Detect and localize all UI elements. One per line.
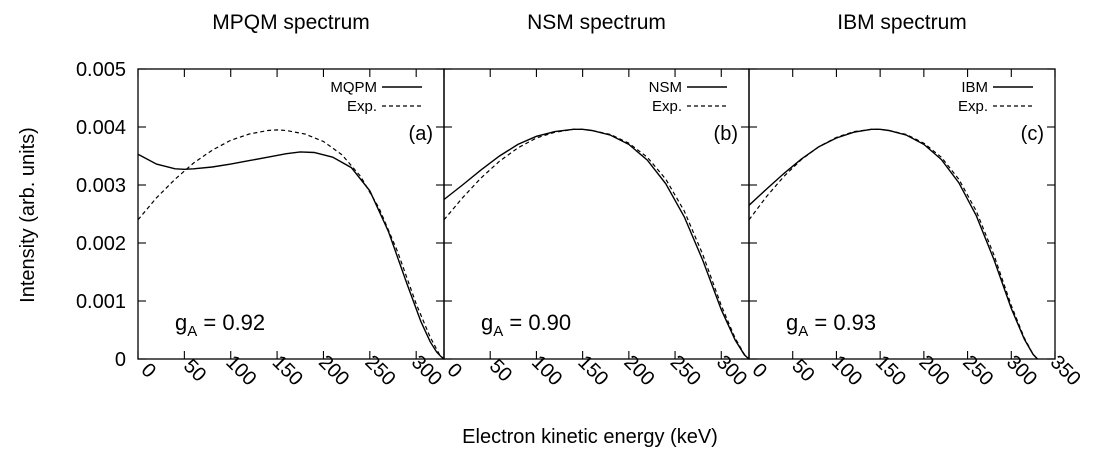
series-line-exp	[137, 129, 445, 360]
x-tick-label: 0	[748, 359, 771, 382]
x-tick-label: 300	[407, 351, 446, 390]
x-tick-label: 250	[666, 351, 705, 390]
y-tick-label: 0	[115, 349, 126, 371]
legend-label: Exp.	[958, 98, 988, 115]
coupling-annotation: gA = 0.93	[786, 310, 876, 340]
x-tick-label: 250	[958, 351, 997, 390]
x-tick-label: 0	[137, 359, 160, 382]
panel-2: NSM spectrum 0 50 100 150 200 250 300 NSM Exp. (b)…	[443, 11, 752, 390]
x-tick-label: 100	[827, 351, 866, 390]
x-tick-label: 200	[915, 351, 954, 390]
y-tick-label: 0.004	[76, 117, 126, 139]
legend-label: Exp.	[347, 98, 377, 115]
legend-label: MQPM	[330, 79, 377, 96]
series-line-exp	[443, 128, 750, 360]
panel-title: MPQM spectrum	[212, 11, 370, 34]
panel-tag: (c)	[1021, 123, 1044, 145]
panel-1: MPQM spectrum 0 0.001 0.002 0.003 0.004 0.005 0…	[76, 11, 446, 390]
y-tick-label: 0.005	[76, 59, 126, 81]
chart-panels: MPQM spectrum 0 0.001 0.002 0.003 0.004 0.005 0…	[76, 11, 1085, 390]
x-tick-label: 200	[620, 351, 659, 390]
x-tick-label: 100	[221, 351, 260, 390]
legend-label: NSM	[649, 79, 682, 96]
x-tick-label: 300	[712, 351, 751, 390]
legend-label: Exp.	[652, 98, 682, 115]
x-tick-label: 50	[179, 355, 210, 386]
y-axis-label: Intensity (arb. units)	[17, 127, 39, 303]
x-tick-label: 0	[443, 359, 466, 382]
coupling-annotation: gA = 0.90	[481, 310, 571, 340]
plot-frame	[748, 68, 1056, 360]
panel-tag: (b)	[714, 123, 738, 145]
series-line-mqpm	[137, 151, 445, 360]
x-tick-label: 150	[871, 351, 910, 390]
x-tick-label: 350	[1046, 351, 1085, 390]
panel-title: IBM spectrum	[837, 11, 967, 34]
x-tick-label: 50	[485, 355, 516, 386]
y-tick-label: 0.001	[76, 291, 126, 313]
x-tick-label: 250	[360, 351, 399, 390]
x-tick-label: 50	[787, 355, 818, 386]
x-tick-label: 200	[314, 351, 353, 390]
panel-title: NSM spectrum	[527, 11, 666, 34]
coupling-annotation: gA = 0.92	[175, 310, 265, 340]
x-tick-label: 100	[527, 351, 566, 390]
y-tick-label: 0.002	[76, 233, 126, 255]
y-tick-label: 0.003	[76, 175, 126, 197]
x-tick-label: 150	[268, 351, 307, 390]
series-line-exp	[748, 128, 1038, 360]
legend-label: IBM	[961, 79, 988, 96]
x-axis-label: Electron kinetic energy (keV)	[462, 426, 718, 448]
panel-tag: (a)	[409, 123, 433, 145]
x-tick-label: 150	[573, 351, 612, 390]
